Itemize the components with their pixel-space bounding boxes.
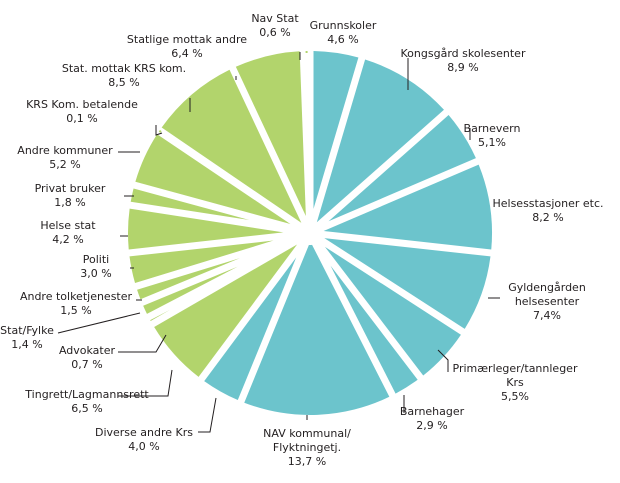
slice-name-label: helsesenter — [515, 295, 580, 308]
pie-slice-advokater — [150, 309, 171, 321]
slice-value-label: 4,0 % — [128, 440, 159, 453]
slice-name-label: KRS Kom. betalende — [26, 98, 138, 111]
slice-value-label: 5,2 % — [49, 158, 80, 171]
slice-name-label: Nav Stat — [251, 12, 299, 25]
slice-value-label: 8,2 % — [532, 211, 563, 224]
slice-value-label: 1,5 % — [60, 304, 91, 317]
pie-slice-andre-tolketjenester — [137, 258, 240, 300]
slice-value-label: 8,5 % — [108, 76, 139, 89]
slice-name-label: Advokater — [59, 344, 116, 357]
leader-line-tingrett-lagmannsrett — [118, 369, 173, 397]
pie-slice-politi — [129, 240, 274, 284]
slice-name-label: Kongsgård skolesenter — [401, 47, 526, 60]
slice-value-label: 1,4 % — [11, 338, 42, 351]
slice-name-label: Primærleger/tannleger — [453, 362, 578, 375]
pie-slice-tingrett-lagmannsrett — [154, 244, 298, 377]
pie-slice-helse-stat — [127, 208, 284, 250]
slice-value-label: 0,6 % — [259, 26, 290, 39]
slice-name-label: Andre tolketjenester — [20, 290, 133, 303]
pie-slice-gyldengarden-helsesenter — [324, 238, 491, 329]
slice-name-label: Andre kommuner — [17, 144, 113, 157]
slice-value-label: 6,5 % — [71, 402, 102, 415]
slice-name-label: NAV kommunal/ — [263, 427, 351, 440]
slice-name-label: Gyldengården — [508, 281, 586, 294]
pie-slice-barnehager — [330, 265, 418, 394]
pie-slice-nav-kommunal-flyktningetj — [244, 244, 390, 416]
slice-label-helsesstasjoner-etc: Helsesstasjoner etc.8,2 % — [492, 197, 603, 224]
slice-value-label: 13,7 % — [288, 455, 326, 468]
leader-line-krs-kom-betalende — [155, 125, 163, 136]
leader-lines-layer — [57, 52, 500, 433]
slices-layer — [127, 51, 493, 416]
slice-name-label: Krs — [506, 376, 524, 389]
slice-name-label: Barnevern — [464, 122, 521, 135]
slice-name-label: Barnehager — [400, 405, 465, 418]
leader-line-primaerleger-tannleger-krs — [437, 349, 449, 372]
slice-value-label: 0,1 % — [66, 112, 97, 125]
slice-value-label: 0,7 % — [71, 358, 102, 371]
slice-value-label: 2,9 % — [416, 419, 447, 432]
slice-value-label: 8,9 % — [447, 61, 478, 74]
slice-value-label: 3,0 % — [80, 267, 111, 280]
slice-value-label: 6,4 % — [171, 47, 202, 60]
slice-name-label: Helse stat — [40, 219, 96, 232]
slice-value-label: 7,4% — [533, 309, 561, 322]
slice-name-label: Flyktningetj. — [273, 441, 341, 454]
pie-slice-privat-bruker — [130, 188, 250, 221]
pie-slice-barnevern — [328, 115, 476, 222]
leader-line-advokater — [118, 334, 167, 353]
slice-value-label: 5,5% — [501, 390, 529, 403]
pie-slice-kongsgard-skolesenter — [316, 59, 444, 223]
pie-slice-diverse-andre-krs — [204, 257, 297, 401]
pie-slice-stat-fylke — [143, 266, 238, 314]
slice-name-label: Diverse andre Krs — [95, 426, 193, 439]
slice-value-label: 4,6 % — [327, 33, 358, 46]
slice-name-label: Privat bruker — [35, 182, 106, 195]
slice-value-label: 5,1% — [478, 136, 506, 149]
leader-line-diverse-andre-krs — [198, 397, 217, 433]
slice-name-label: Grunnskoler — [310, 19, 377, 32]
slice-name-label: Tingrett/Lagmannsrett — [24, 388, 149, 401]
pie-slice-krs-kom-betalende — [158, 130, 162, 133]
pie-slice-stat-mottak-krs-kom — [161, 69, 302, 223]
slice-label-nav-kommunal-flyktningetj: NAV kommunal/Flyktningetj.13,7 % — [263, 427, 351, 468]
pie-slice-andre-kommuner — [135, 134, 291, 225]
pie-slice-primaerleger-tannleger-krs — [324, 246, 461, 376]
slice-name-label: Statlige mottak andre — [127, 33, 247, 46]
slice-name-label: Stat/Fylke — [0, 324, 54, 337]
leader-line-stat-fylke — [57, 312, 141, 334]
slice-label-stat-mottak-krs-kom: Stat. mottak KRS kom.8,5 % — [62, 62, 186, 89]
pie-slice-statlige-mottak-andre — [235, 51, 306, 216]
slice-value-label: 1,8 % — [54, 196, 85, 209]
slice-name-label: Helsesstasjoner etc. — [492, 197, 603, 210]
slice-name-label: Politi — [83, 253, 109, 266]
slice-value-label: 4,2 % — [52, 233, 83, 246]
slice-name-label: Stat. mottak KRS kom. — [62, 62, 186, 75]
pie-slice-grunnskoler — [313, 51, 359, 209]
pie-slice-helsesstasjoner-etc — [323, 164, 493, 250]
